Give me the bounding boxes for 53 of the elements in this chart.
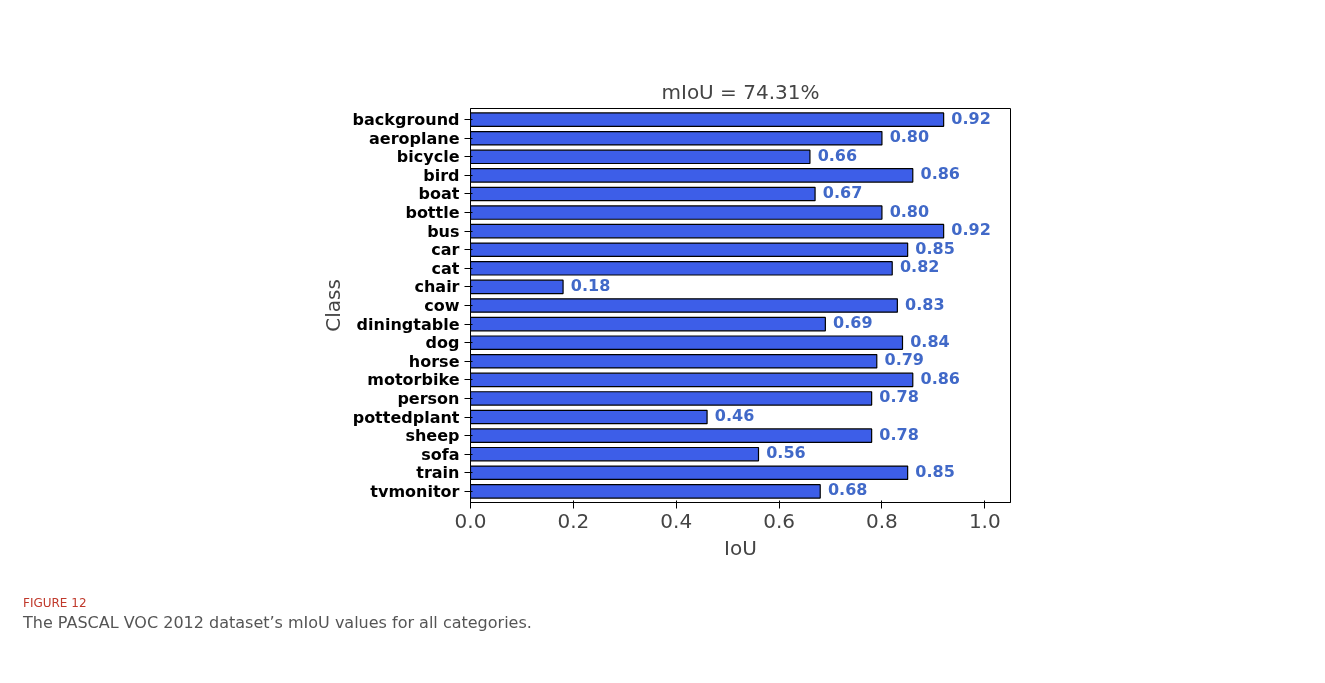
- chart-title: mIoU = 74.31%: [661, 79, 820, 104]
- data-label: 0.18: [570, 275, 611, 295]
- data-label: 0.92: [951, 220, 991, 240]
- x-tick-label: 0.0: [454, 508, 487, 533]
- text: The PASCAL VOC 2012 dataset’s mIoU values for all categories.: [23, 612, 532, 635]
- y-tick-label: tvmonitor: [370, 481, 460, 501]
- y-tick-label: diningtable: [356, 314, 460, 334]
- data-label: 0.82: [899, 257, 940, 277]
- data-label: 0.86: [920, 164, 960, 184]
- y-tick-label: pottedplant: [352, 407, 460, 427]
- y-axis-title: Class: [320, 279, 345, 332]
- data-label: 0.85: [915, 461, 955, 481]
- y-tick-label: bird: [423, 165, 460, 185]
- data-label: 0.67: [822, 182, 863, 202]
- data-label: 0.84: [910, 331, 950, 351]
- data-label: 0.56: [766, 443, 806, 463]
- data-label: 0.69: [833, 313, 873, 333]
- data-label: 0.78: [879, 424, 919, 444]
- y-tick-label: car: [431, 240, 460, 260]
- y-tick-label: boat: [418, 184, 460, 204]
- y-tick-label: train: [416, 463, 460, 483]
- y-tick-label: person: [397, 388, 460, 408]
- y-tick-label: motorbike: [367, 370, 460, 390]
- data-label: 0.86: [920, 368, 960, 388]
- y-tick-label: sofa: [421, 444, 460, 464]
- data-label: 0.46: [714, 406, 755, 426]
- x-tick-label: 0.6: [763, 508, 795, 533]
- data-label: 0.66: [817, 145, 858, 165]
- y-tick-label: cat: [431, 258, 460, 278]
- x-tick-label: 0.4: [660, 508, 693, 533]
- y-tick-label: aeroplane: [368, 128, 460, 148]
- caption: FIGURE 12: [23, 595, 88, 612]
- x-tick-label: 0.2: [557, 508, 590, 533]
- y-tick-label: bottle: [405, 203, 460, 223]
- x-axis-title: IoU: [724, 535, 757, 560]
- y-tick-label: background: [352, 110, 460, 130]
- y-tick-label: cow: [424, 296, 460, 315]
- x-tick-label: 1.0: [968, 508, 1001, 533]
- x-tick-label: 0.8: [866, 508, 898, 533]
- data-label: 0.85: [915, 238, 955, 258]
- y-tick-label: bus: [427, 221, 460, 241]
- y-tick-label: sheep: [405, 426, 460, 446]
- data-label: 0.68: [827, 480, 868, 500]
- data-label: 0.80: [889, 127, 930, 147]
- data-label: 0.78: [879, 387, 919, 407]
- y-tick-label: chair: [414, 277, 460, 297]
- data-label: 0.80: [889, 201, 930, 221]
- data-label: 0.79: [884, 350, 924, 370]
- data-label: 0.92: [951, 108, 991, 128]
- y-tick-label: bicycle: [396, 147, 460, 167]
- y-tick-label: dog: [425, 333, 460, 353]
- y-tick-label: horse: [408, 351, 460, 371]
- data-label: 0.83: [905, 294, 945, 314]
